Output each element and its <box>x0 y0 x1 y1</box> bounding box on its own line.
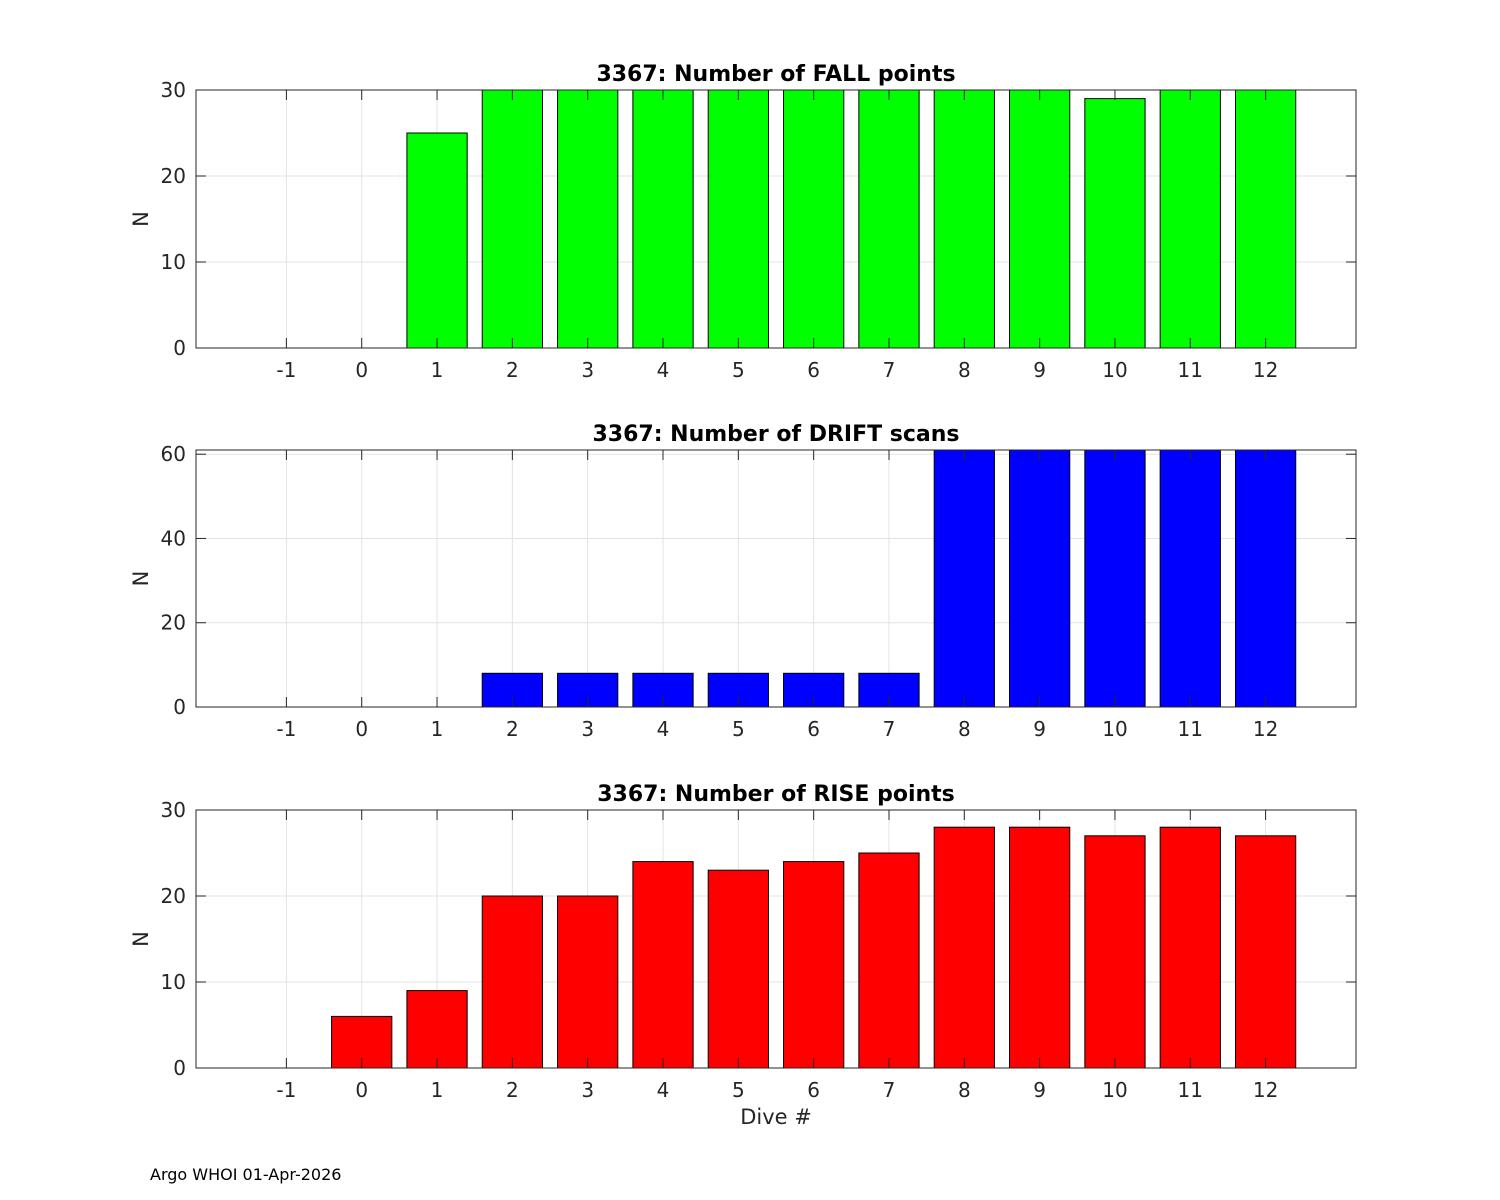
bar-dive-10 <box>1084 449 1146 708</box>
x-tick-label: 3 <box>581 717 594 741</box>
axes-frame <box>195 809 1357 1069</box>
x-tick-label: 6 <box>807 717 820 741</box>
bar-dive-3 <box>557 89 619 349</box>
x-tick-label: 5 <box>732 358 745 382</box>
x-tick-label: 2 <box>506 717 519 741</box>
y-tick-label: 10 <box>161 970 186 994</box>
x-tick-label: 8 <box>958 358 971 382</box>
x-tick-label: 11 <box>1178 358 1203 382</box>
x-tick-label: 0 <box>355 358 368 382</box>
bar-dive-5 <box>707 869 769 1069</box>
y-axis-label: N <box>129 931 153 947</box>
bar-dive-3 <box>557 672 619 708</box>
footer-label: Argo WHOI 01-Apr-2026 <box>150 1165 342 1184</box>
y-tick-label: 20 <box>161 611 186 635</box>
x-tick-label: 2 <box>506 1078 519 1102</box>
bar-dive-5 <box>707 89 769 349</box>
x-tick-label: 0 <box>355 717 368 741</box>
bar-dive-8 <box>933 89 995 349</box>
y-tick-label: 0 <box>173 1056 186 1080</box>
bar-dive-8 <box>933 826 995 1069</box>
y-tick-label: 10 <box>161 250 186 274</box>
bar-dive-7 <box>858 852 920 1069</box>
x-tick-label: -1 <box>276 717 296 741</box>
bar-dive-7 <box>858 89 920 349</box>
bar-dive-10 <box>1084 835 1146 1069</box>
x-tick-label: 9 <box>1033 1078 1046 1102</box>
y-tick-label: 30 <box>161 798 186 822</box>
x-tick-label: 11 <box>1178 1078 1203 1102</box>
bar-dive-3 <box>557 895 619 1069</box>
bar-dive-9 <box>1009 826 1071 1069</box>
bar-dive-11 <box>1159 89 1221 349</box>
x-tick-label: -1 <box>276 1078 296 1102</box>
bar-dive-9 <box>1009 449 1071 708</box>
x-tick-label: 1 <box>431 358 444 382</box>
x-tick-label: 7 <box>883 717 896 741</box>
bar-dive-1 <box>406 990 468 1069</box>
y-tick-label: 40 <box>161 526 186 550</box>
bar-dive-12 <box>1234 835 1297 1069</box>
x-tick-label: 12 <box>1253 358 1278 382</box>
x-tick-label: 4 <box>657 717 670 741</box>
y-tick-label: 30 <box>161 78 186 102</box>
x-tick-label: 1 <box>431 1078 444 1102</box>
bar-dive-9 <box>1009 89 1071 349</box>
chart-title: 3367: Number of FALL points <box>596 62 955 87</box>
bar-dive-12 <box>1234 89 1297 349</box>
y-axis-label: N <box>129 211 153 227</box>
x-axis-label: Dive # <box>740 1105 812 1129</box>
bar-dive-11 <box>1159 449 1221 708</box>
x-tick-label: 11 <box>1178 717 1203 741</box>
bar-dive-4 <box>632 861 694 1069</box>
y-tick-label: 0 <box>173 336 186 360</box>
x-tick-label: -1 <box>276 358 296 382</box>
bar-dive-4 <box>632 89 694 349</box>
x-tick-label: 9 <box>1033 717 1046 741</box>
bar-dive-2 <box>481 89 543 349</box>
x-tick-label: 8 <box>958 1078 971 1102</box>
bar-dive-11 <box>1159 826 1221 1069</box>
x-tick-label: 10 <box>1102 358 1127 382</box>
y-axis-label: N <box>129 571 153 587</box>
x-tick-label: 3 <box>581 358 594 382</box>
x-tick-label: 4 <box>657 1078 670 1102</box>
bar-dive-12 <box>1234 449 1297 708</box>
bar-dive-8 <box>933 449 995 708</box>
x-tick-label: 4 <box>657 358 670 382</box>
axes-frame <box>195 89 1357 349</box>
bar-dive-6 <box>783 861 845 1069</box>
x-tick-label: 6 <box>807 1078 820 1102</box>
x-tick-label: 12 <box>1253 1078 1278 1102</box>
y-tick-label: 20 <box>161 164 186 188</box>
x-tick-label: 9 <box>1033 358 1046 382</box>
x-tick-label: 10 <box>1102 717 1127 741</box>
x-tick-label: 10 <box>1102 1078 1127 1102</box>
y-tick-label: 20 <box>161 884 186 908</box>
x-tick-label: 6 <box>807 358 820 382</box>
x-tick-label: 12 <box>1253 717 1278 741</box>
x-tick-label: 7 <box>883 1078 896 1102</box>
y-tick-label: 60 <box>161 442 186 466</box>
x-tick-label: 5 <box>732 1078 745 1102</box>
bar-dive-1 <box>406 132 468 349</box>
axes-frame <box>195 449 1357 708</box>
x-tick-label: 8 <box>958 717 971 741</box>
x-tick-label: 7 <box>883 358 896 382</box>
chart-title: 3367: Number of DRIFT scans <box>592 422 959 447</box>
x-tick-label: 1 <box>431 717 444 741</box>
x-tick-label: 0 <box>355 1078 368 1102</box>
x-tick-label: 5 <box>732 717 745 741</box>
x-tick-label: 3 <box>581 1078 594 1102</box>
bar-dive-10 <box>1084 98 1146 349</box>
chart-title: 3367: Number of RISE points <box>597 782 955 807</box>
bar-dive-6 <box>783 89 845 349</box>
y-tick-label: 0 <box>173 695 186 719</box>
x-tick-label: 2 <box>506 358 519 382</box>
bar-dive-2 <box>481 895 543 1069</box>
